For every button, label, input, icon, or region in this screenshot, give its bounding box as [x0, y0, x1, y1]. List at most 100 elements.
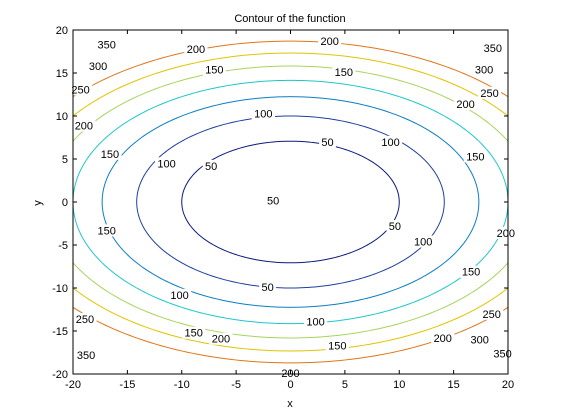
svg-text:150: 150 — [185, 328, 203, 340]
contour-line-150 — [101, 96, 480, 308]
svg-text:250: 250 — [483, 309, 501, 321]
svg-text:100: 100 — [381, 137, 399, 149]
contour-label-100: 100 — [411, 235, 435, 249]
y-tick-label: 15 — [56, 68, 68, 80]
contour-line-50 — [181, 140, 400, 264]
x-tick-label: 15 — [448, 379, 460, 391]
svg-text:200: 200 — [187, 44, 205, 56]
contour-label-50: 50 — [264, 194, 282, 207]
x-axis-label: x — [287, 398, 293, 410]
contour-line-250 — [73, 65, 508, 339]
contour-line-300 — [73, 52, 508, 352]
contour-label-100: 100 — [167, 288, 192, 302]
y-tick-label: 10 — [56, 111, 68, 123]
contour-label-250: 250 — [477, 86, 502, 100]
contour-label-250: 250 — [69, 83, 93, 96]
svg-text:350: 350 — [77, 350, 95, 362]
svg-text:50: 50 — [267, 195, 279, 207]
contour-label-150: 150 — [325, 339, 349, 353]
y-tick-label: 20 — [56, 25, 68, 37]
svg-text:200: 200 — [497, 228, 515, 240]
axes-background — [73, 30, 508, 374]
svg-text:50: 50 — [205, 161, 217, 173]
svg-text:100: 100 — [414, 237, 432, 249]
svg-text:100: 100 — [170, 290, 188, 302]
svg-text:250: 250 — [480, 88, 498, 100]
contour-label-200: 200 — [431, 331, 455, 345]
svg-text:350: 350 — [484, 43, 502, 55]
contour-label-250: 250 — [480, 307, 504, 321]
y-tick-label: -10 — [52, 283, 68, 295]
svg-text:150: 150 — [98, 225, 116, 237]
contour-labels: 50 50 50 50 50 100 100 100 100 100 100 150 150 150 150… — [69, 35, 518, 380]
contour-label-150: 150 — [332, 66, 356, 79]
chart-title: Contour of the function — [234, 13, 345, 25]
svg-text:100: 100 — [306, 317, 324, 329]
contour-label-50: 50 — [259, 281, 277, 294]
contour-label-200: 200 — [184, 42, 208, 56]
y-tick-label: -15 — [52, 326, 68, 338]
y-tick-label: 0 — [62, 197, 68, 209]
svg-text:350: 350 — [493, 348, 511, 360]
x-tick-label: -20 — [65, 379, 81, 391]
svg-text:300: 300 — [475, 65, 493, 77]
contour-label-50: 50 — [319, 135, 336, 149]
x-tick-label: -5 — [231, 379, 241, 391]
contour-label-200: 200 — [318, 35, 342, 48]
contour-label-350: 350 — [481, 42, 505, 55]
svg-text:100: 100 — [254, 108, 272, 120]
y-axis-label: y — [32, 200, 44, 206]
y-tick-label: 5 — [62, 154, 68, 166]
contour-label-100: 100 — [303, 315, 328, 329]
x-tick-label: 5 — [342, 379, 348, 391]
contour-label-300: 300 — [472, 63, 496, 77]
contour-label-350: 350 — [95, 38, 119, 52]
x-tick-label: 0 — [287, 379, 293, 391]
contour-line-200 — [73, 79, 508, 325]
svg-text:50: 50 — [262, 282, 274, 294]
svg-text:200: 200 — [434, 333, 452, 345]
svg-text:300: 300 — [471, 335, 489, 347]
svg-text:300: 300 — [89, 61, 107, 73]
x-tick-label: -15 — [119, 379, 135, 391]
contour-label-250: 250 — [73, 312, 97, 326]
contour-label-200: 200 — [72, 119, 96, 132]
contour-label-150: 150 — [182, 326, 206, 340]
contour-label-150: 150 — [202, 63, 226, 77]
contour-label-300: 300 — [468, 333, 492, 347]
contour-label-100: 100 — [154, 157, 179, 170]
x-tick-label: 10 — [393, 379, 405, 391]
svg-text:100: 100 — [157, 158, 175, 170]
y-tick-label: -5 — [58, 240, 68, 252]
svg-text:200: 200 — [456, 99, 474, 111]
svg-text:200: 200 — [75, 120, 93, 132]
contour-label-150: 150 — [459, 265, 483, 279]
svg-text:50: 50 — [389, 221, 401, 233]
svg-text:150: 150 — [466, 151, 484, 163]
svg-text:200: 200 — [212, 334, 230, 346]
x-tick-label: 20 — [502, 379, 514, 391]
contour-label-200: 200 — [209, 332, 233, 346]
svg-text:350: 350 — [98, 40, 116, 52]
y-tick-label: -20 — [52, 369, 68, 381]
contour-label-100: 100 — [378, 135, 403, 149]
svg-text:150: 150 — [205, 65, 223, 77]
svg-text:200: 200 — [320, 36, 338, 48]
contour-label-50: 50 — [202, 159, 220, 173]
contour-label-150: 150 — [463, 150, 487, 163]
contour-label-150: 150 — [95, 224, 119, 237]
contour-label-350: 350 — [490, 347, 515, 360]
svg-text:150: 150 — [335, 67, 353, 79]
contour-label-350: 350 — [74, 349, 98, 362]
svg-text:250: 250 — [71, 84, 89, 96]
svg-text:150: 150 — [462, 267, 480, 279]
contour-label-200: 200 — [453, 97, 478, 111]
svg-text:50: 50 — [321, 137, 333, 149]
contour-label-200: 200 — [494, 226, 518, 240]
svg-text:150: 150 — [101, 149, 119, 161]
contour-label-300: 300 — [86, 60, 110, 73]
svg-text:250: 250 — [76, 314, 94, 326]
contour-line-100 — [136, 115, 445, 289]
